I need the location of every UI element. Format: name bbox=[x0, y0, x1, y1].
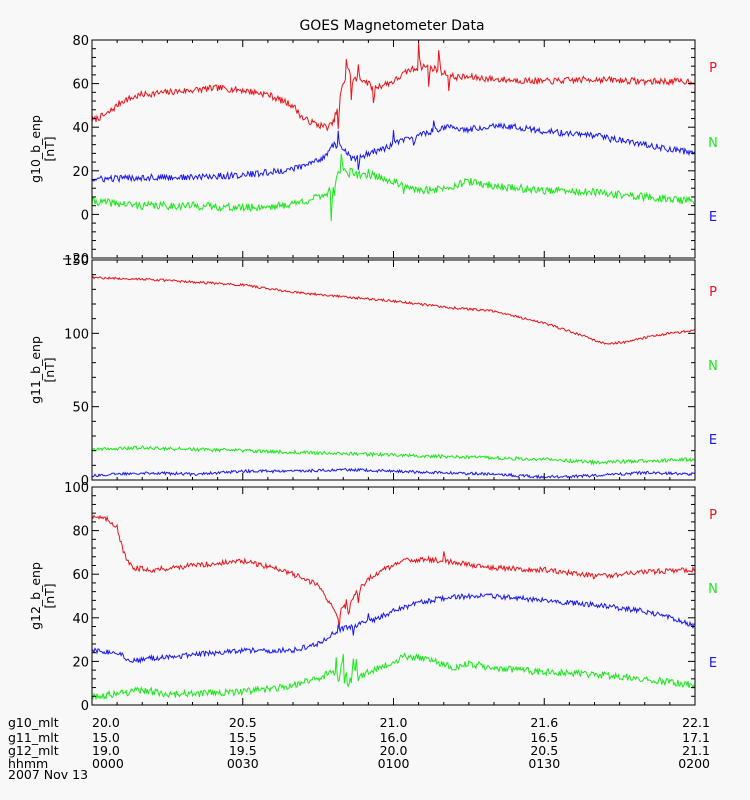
series-line-e-panel-2 bbox=[92, 467, 695, 480]
x-row-label-hhmm: hhmm bbox=[8, 756, 48, 771]
x-tick-label-g10: 21.0 bbox=[380, 715, 408, 730]
y-tick-label: 100 bbox=[64, 327, 89, 342]
legend-n: N bbox=[708, 582, 718, 597]
x-axis-labels: g10_mltg11_mltg12_mlthhmm20.015.019.0000… bbox=[8, 715, 710, 771]
legend-p: P bbox=[709, 61, 717, 76]
legend-p: P bbox=[709, 508, 717, 523]
series-line-p-panel-2 bbox=[92, 275, 695, 345]
x-tick-label-g11: 16.5 bbox=[530, 730, 558, 745]
x-row-label-g11: g11_mlt bbox=[8, 730, 59, 745]
x-tick-label-hhmm: 0000 bbox=[92, 756, 124, 771]
legend-e: E bbox=[709, 210, 717, 225]
x-tick-label-g12: 19.0 bbox=[92, 743, 120, 758]
legend-e: E bbox=[709, 433, 717, 448]
y-tick-label: 20 bbox=[72, 655, 89, 670]
x-tick-label-g11: 17.1 bbox=[682, 730, 710, 745]
y-axis-unit: [nT] bbox=[42, 583, 57, 608]
y-tick-label: −20 bbox=[62, 252, 89, 267]
panel-3: 0 20 40 60 80 100 g12_b_enp [nT] P N E bbox=[28, 481, 718, 714]
x-tick-label-g11: 15.5 bbox=[229, 730, 257, 745]
y-axis-label: g11_b_enp bbox=[28, 336, 43, 404]
series-line-e-panel-3 bbox=[92, 652, 695, 700]
x-tick-label-g10: 20.5 bbox=[229, 715, 257, 730]
series-line-p-panel-3 bbox=[92, 514, 695, 630]
legend-e: E bbox=[709, 656, 717, 671]
series-line-n-panel-2 bbox=[92, 445, 695, 466]
x-tick-label-g12: 19.5 bbox=[229, 743, 257, 758]
y-tick-label: 0 bbox=[81, 699, 89, 714]
date-label: 2007 Nov 13 bbox=[8, 767, 88, 782]
y-tick-label: 100 bbox=[64, 481, 89, 496]
y-tick-label: 40 bbox=[72, 121, 89, 136]
x-tick-label-g10: 21.6 bbox=[530, 715, 558, 730]
y-tick-label: 40 bbox=[72, 612, 89, 627]
x-row-label-g12: g12_mlt bbox=[8, 743, 59, 758]
y-tick-label: 20 bbox=[72, 165, 89, 180]
legend-p: P bbox=[709, 285, 717, 300]
legend-n: N bbox=[708, 359, 718, 374]
y-tick-label: 0 bbox=[81, 474, 89, 489]
y-axis-label: g12_b_enp bbox=[28, 562, 43, 630]
x-tick-label-g12: 20.0 bbox=[380, 743, 408, 758]
y-tick-label: 150 bbox=[64, 254, 89, 269]
series-line-n-panel-1 bbox=[92, 120, 695, 184]
x-tick-label-g11: 16.0 bbox=[380, 730, 408, 745]
x-tick-label-g10: 20.0 bbox=[92, 715, 120, 730]
series-line-p-panel-1 bbox=[92, 42, 695, 132]
y-axis-label: g10_b_enp bbox=[28, 115, 43, 183]
series-line-e-panel-1 bbox=[92, 154, 695, 222]
y-axis-unit: [nT] bbox=[42, 357, 57, 382]
y-tick-label: 60 bbox=[72, 568, 89, 583]
x-tick-label-g12: 20.5 bbox=[530, 743, 558, 758]
legend-n: N bbox=[708, 136, 718, 151]
x-tick-label-g12: 21.1 bbox=[682, 743, 710, 758]
y-tick-label: 80 bbox=[72, 525, 89, 540]
y-axis-unit: [nT] bbox=[42, 136, 57, 161]
panel-2: 0 50 100 150 g11_b_enp [nT] P N E bbox=[28, 254, 718, 489]
x-tick-label-hhmm: 0200 bbox=[678, 756, 710, 771]
y-tick-label: 60 bbox=[72, 78, 89, 93]
x-tick-label-hhmm: 0030 bbox=[227, 756, 259, 771]
y-tick-label: 80 bbox=[72, 34, 89, 49]
x-row-label-g10: g10_mlt bbox=[8, 715, 59, 730]
x-tick-label-hhmm: 0100 bbox=[378, 756, 410, 771]
series-line-n-panel-3 bbox=[92, 592, 695, 665]
x-tick-label-g11: 15.0 bbox=[92, 730, 120, 745]
chart-title: GOES Magnetometer Data bbox=[299, 18, 484, 34]
x-tick-label-hhmm: 0130 bbox=[528, 756, 560, 771]
panel-1: −20 0 20 40 60 80 g10_b_enp [nT] P N E bbox=[28, 34, 718, 267]
y-tick-label: 50 bbox=[72, 401, 89, 416]
x-tick-label-g10: 22.1 bbox=[682, 715, 710, 730]
y-tick-label: 0 bbox=[81, 208, 89, 223]
